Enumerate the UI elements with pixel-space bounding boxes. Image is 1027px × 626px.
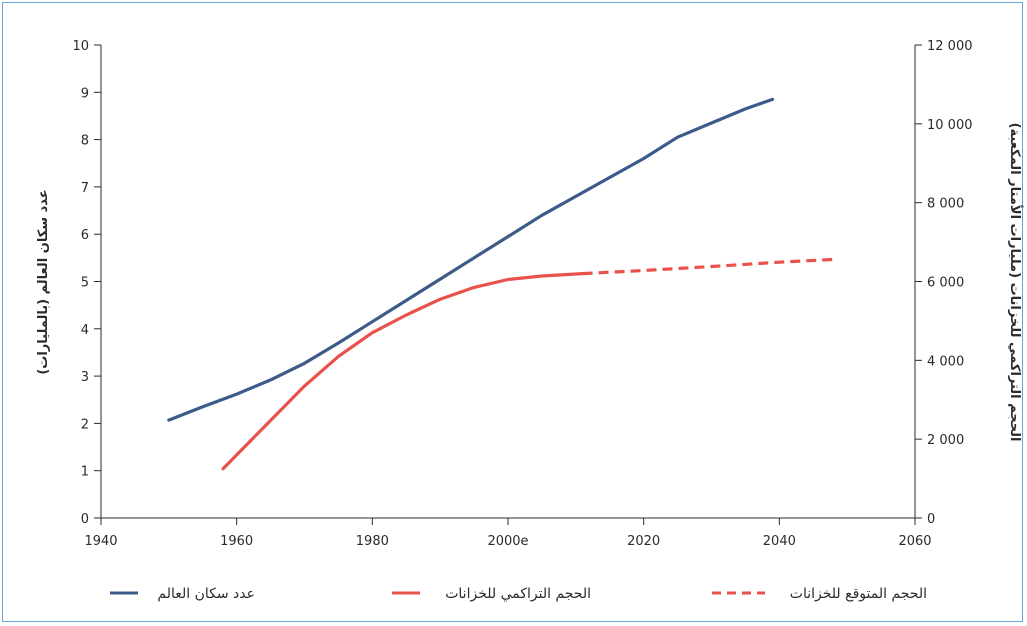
legend-item-projected: الحجم المتوقع للخزانات: [712, 586, 927, 602]
legend-item-cumulative: الحجم التراكمي للخزانات: [392, 586, 591, 602]
legend: عدد سكان العالم الحجم التراكمي للخزانات …: [110, 586, 927, 602]
legend-label-population: عدد سكان العالم: [157, 586, 255, 602]
left-tick-label: 2: [81, 417, 89, 432]
left-tick-label: 8: [81, 134, 89, 149]
right-tick-label: 12 000: [927, 39, 973, 54]
x-tick-label: 2060: [898, 534, 931, 549]
x-tick-label: 2040: [763, 534, 796, 549]
x-tick-label: 2020: [627, 534, 660, 549]
right-tick-label: 8 000: [927, 197, 964, 212]
legend-item-population: عدد سكان العالم: [110, 586, 255, 602]
x-tick-label: 1960: [220, 534, 253, 549]
right-tick-label: 0: [927, 512, 935, 527]
left-tick-label: 3: [81, 370, 89, 385]
left-tick-label: 10: [72, 39, 89, 54]
left-tick-label: 9: [81, 86, 89, 101]
series-projected-capacity-line: [582, 257, 834, 276]
series-population-line: [167, 97, 775, 422]
legend-label-cumulative: الحجم التراكمي للخزانات: [445, 586, 591, 602]
x-tick-label: 1940: [84, 534, 117, 549]
plot-area: [167, 97, 834, 471]
left-tick-label: 4: [81, 323, 89, 338]
legend-label-projected: الحجم المتوقع للخزانات: [790, 586, 927, 602]
right-tick-label: 4 000: [927, 354, 964, 369]
left-tick-label: 0: [81, 512, 89, 527]
left-tick-label: 6: [81, 228, 89, 243]
left-tick-label: 1: [81, 465, 89, 480]
axes: 1940 1960 1980 2000e 2020 2040 2060 0 1 2 3 4 5 6 7 8 9 1…: [72, 39, 972, 549]
right-tick-label: 6 000: [927, 276, 964, 291]
x-tick-label: 1980: [356, 534, 389, 549]
right-tick-label: 2 000: [927, 433, 964, 448]
left-tick-label: 5: [81, 276, 89, 291]
right-axis-title: الحجم التراكمي للخزانات (مليارات الأمتار…: [1007, 123, 1024, 442]
x-tick-label: 2000e: [487, 534, 528, 549]
left-axis-title: عدد سكان العالم (بالمليارات): [36, 189, 51, 374]
series-cumulative-capacity-line: [221, 272, 585, 471]
left-tick-label: 7: [81, 181, 89, 196]
right-tick-label: 10 000: [927, 118, 973, 133]
